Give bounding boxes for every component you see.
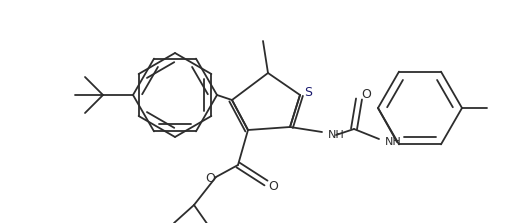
Text: O: O: [361, 87, 371, 101]
Text: S: S: [304, 85, 312, 99]
Text: O: O: [268, 180, 278, 194]
Text: NH: NH: [328, 130, 345, 140]
Text: NH: NH: [385, 137, 402, 147]
Text: O: O: [205, 173, 215, 186]
